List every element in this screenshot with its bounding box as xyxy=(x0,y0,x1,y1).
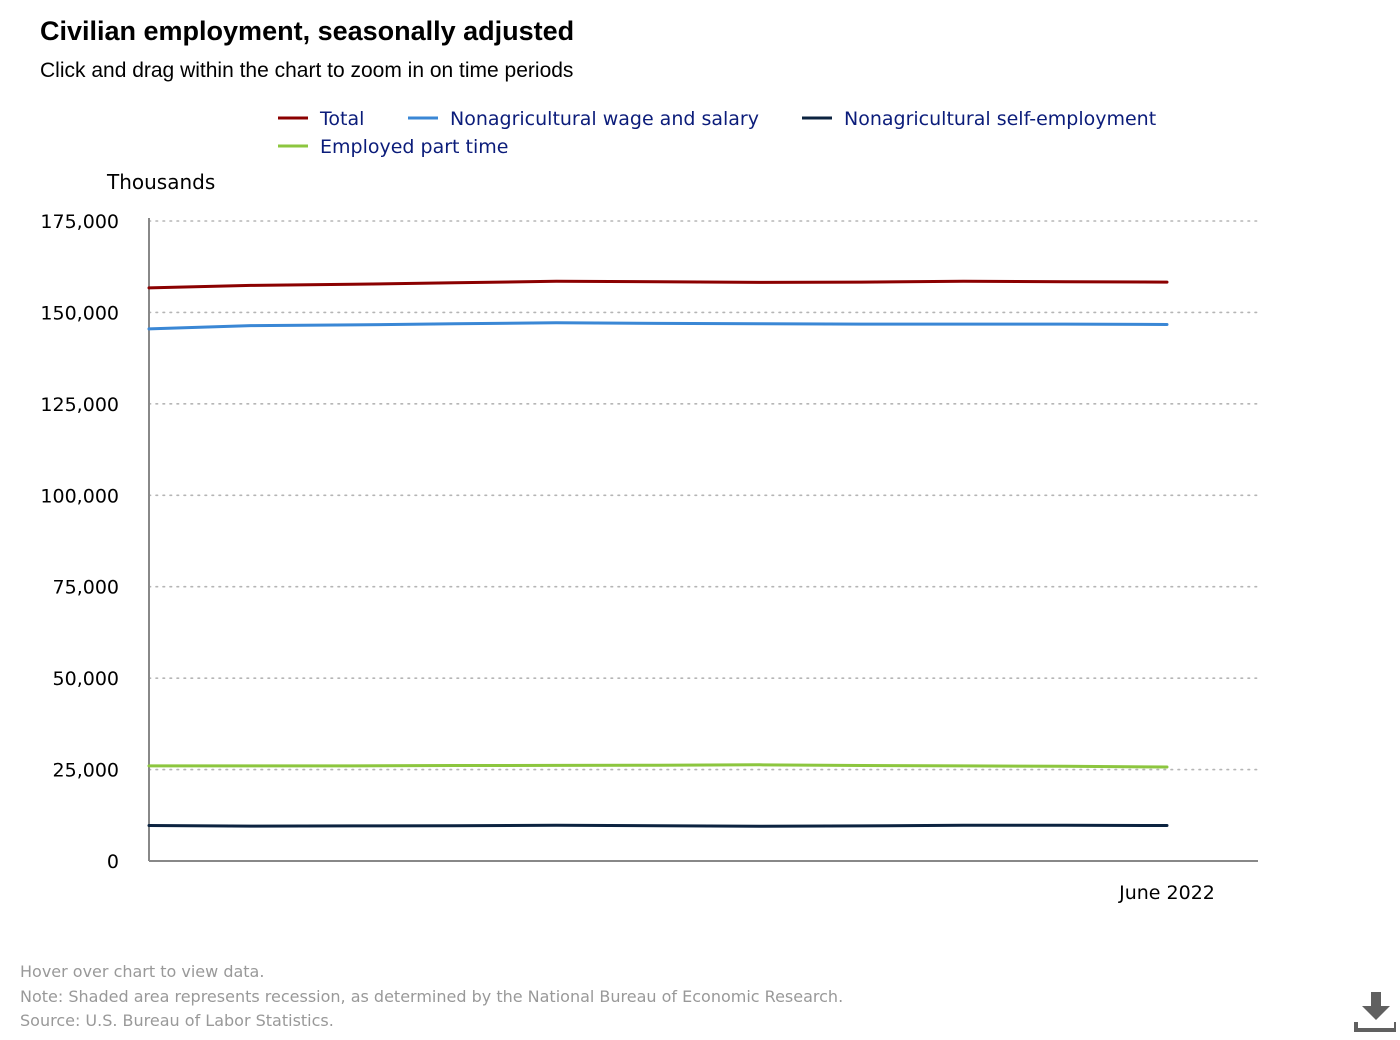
y-tick-label: 25,000 xyxy=(53,760,119,782)
legend: Total Nonagricultural wage and salary Nona… xyxy=(278,108,1156,158)
chart-subtitle: Click and drag within the chart to zoom … xyxy=(40,59,574,82)
download-icon[interactable] xyxy=(1352,990,1398,1034)
y-tick-label: 150,000 xyxy=(40,302,119,324)
y-tick-label: 0 xyxy=(107,851,119,873)
legend-label: Nonagricultural wage and salary xyxy=(450,108,759,130)
recession-note: Note: Shaded area represents recession, … xyxy=(20,986,844,1006)
footer-notes: Hover over chart to view data. Note: Sha… xyxy=(20,960,843,1034)
y-axis-label: Thousands xyxy=(106,170,215,194)
hover-note: Hover over chart to view data. xyxy=(20,962,265,981)
series-lines[interactable] xyxy=(147,279,1169,828)
legend-item[interactable]: Employed part time xyxy=(278,136,508,158)
legend-label: Nonagricultural self-employment xyxy=(844,108,1156,130)
y-tick-label: 75,000 xyxy=(53,577,119,599)
axes xyxy=(148,218,1258,862)
y-tick-label: 50,000 xyxy=(53,668,119,690)
legend-label: Employed part time xyxy=(320,136,508,158)
legend-item[interactable]: Total xyxy=(278,108,364,130)
x-tick-label: June 2022 xyxy=(1118,882,1215,904)
legend-item[interactable]: Nonagricultural wage and salary xyxy=(408,108,759,130)
y-tick-label: 175,000 xyxy=(40,211,119,233)
y-axis-ticks: 0 25,000 50,000 75,000 100,000 125,000 150,000… xyxy=(40,211,119,873)
gridlines xyxy=(148,220,1259,771)
y-tick-label: 100,000 xyxy=(40,485,119,507)
download-button[interactable] xyxy=(1352,990,1398,1034)
legend-label: Total xyxy=(319,108,364,130)
chart-area[interactable]: Total Nonagricultural wage and salary Nona… xyxy=(0,0,1400,940)
chart-title: Civilian employment, seasonally adjusted xyxy=(40,16,575,46)
y-tick-label: 125,000 xyxy=(40,394,119,416)
legend-item[interactable]: Nonagricultural self-employment xyxy=(802,108,1156,130)
x-axis-ticks: June 2022 xyxy=(1118,882,1215,904)
series-line-employed-part-time[interactable] xyxy=(147,763,1169,769)
series-line-nonagricultural-wage-and-salary[interactable] xyxy=(147,321,1169,331)
series-line-total[interactable] xyxy=(147,279,1169,290)
series-line-nonagricultural-self-employment[interactable] xyxy=(147,823,1169,828)
source-note: Source: U.S. Bureau of Labor Statistics. xyxy=(20,1011,334,1030)
